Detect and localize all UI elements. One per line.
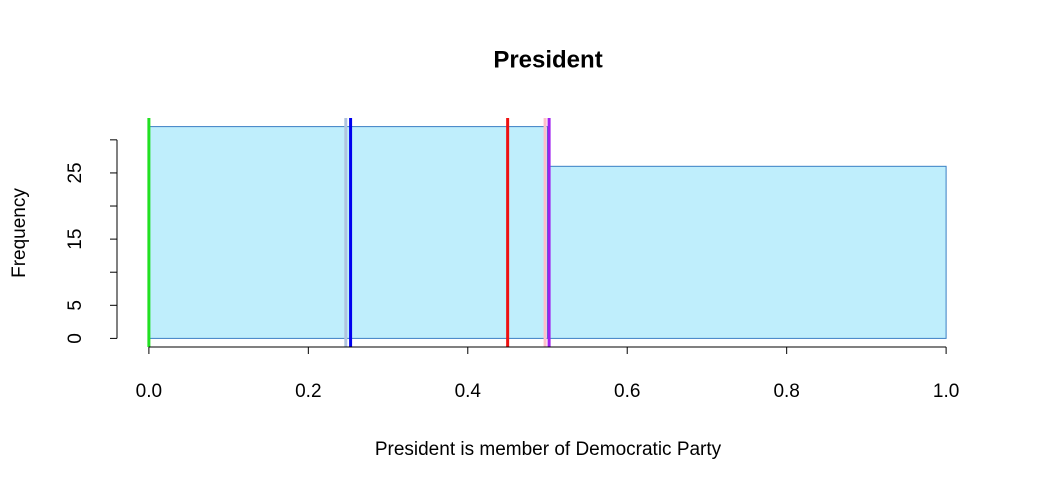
x-tick-label: 1.0 (933, 381, 959, 402)
y-axis-label: Frequency (9, 188, 30, 278)
x-axis-label: President is member of Democratic Party (375, 439, 722, 460)
x-tick-label: 0.4 (455, 381, 482, 402)
x-tick-label: 0.0 (136, 381, 162, 402)
y-tick-label: 5 (65, 300, 86, 311)
chart-title: President (493, 46, 602, 73)
x-tick-label: 0.8 (773, 381, 799, 402)
y-tick-label: 15 (65, 229, 86, 250)
x-tick-label: 0.2 (295, 381, 321, 402)
y-tick-label: 25 (65, 162, 86, 183)
bar (148, 126, 548, 339)
bar (547, 165, 947, 339)
y-tick-label: 0 (65, 333, 86, 344)
x-tick-label: 0.6 (614, 381, 640, 402)
